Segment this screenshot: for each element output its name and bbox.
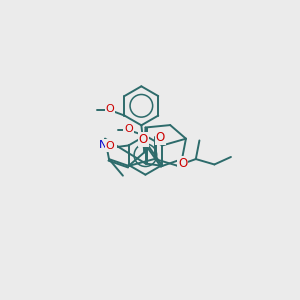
Text: O: O [155,131,165,144]
Text: O: O [106,104,114,114]
Text: O: O [139,133,148,146]
Text: O: O [178,157,187,170]
Text: O: O [124,124,133,134]
Text: NH: NH [99,140,116,150]
Text: O: O [106,141,114,151]
